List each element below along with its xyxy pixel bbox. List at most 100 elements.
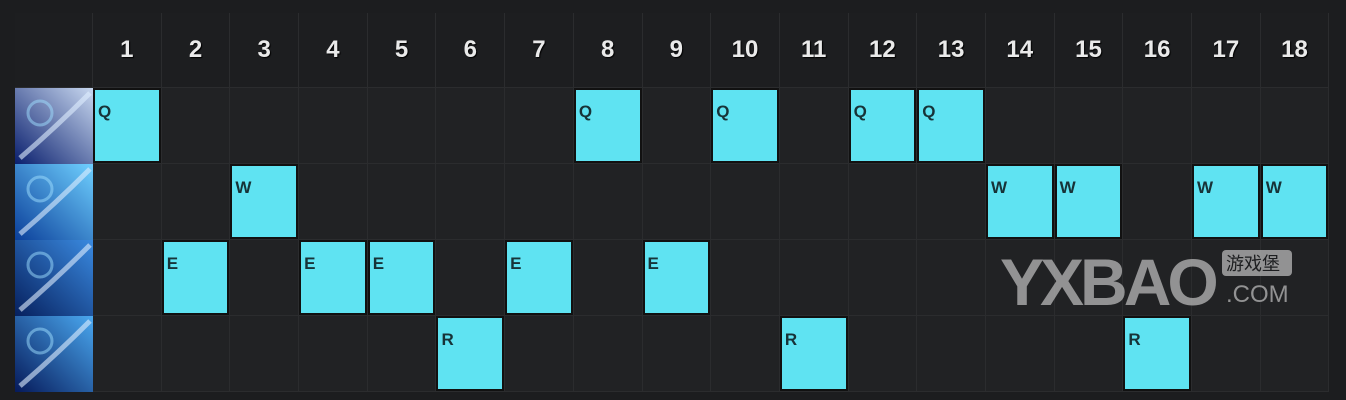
skill-level-up-e[interactable]: E [505,240,573,315]
skill-key-label: R [441,330,454,349]
skill-cell[interactable] [436,88,506,164]
skill-cell[interactable] [230,88,300,164]
skill-cell[interactable] [1054,240,1124,316]
skill-cell[interactable] [917,240,986,316]
skill-cell[interactable] [573,316,643,392]
level-header: 17 [1192,13,1261,88]
skill-cell[interactable]: E [642,240,712,316]
skill-cell[interactable] [505,316,574,392]
skill-cell[interactable] [779,88,849,164]
skill-cell[interactable] [505,164,574,240]
skill-cell[interactable] [1260,240,1330,316]
skill-cell[interactable] [779,240,849,316]
skill-cell[interactable]: W [1260,164,1330,240]
skill-cell[interactable] [1260,88,1330,164]
skill-cell[interactable] [985,240,1055,316]
skill-cell[interactable] [1260,316,1330,392]
skill-cell[interactable] [848,164,918,240]
level-header: 8 [573,13,643,88]
skill-level-up-q[interactable]: Q [573,88,642,163]
skill-level-up-q[interactable]: Q [848,88,917,163]
skill-cell[interactable]: Q [93,88,162,164]
skill-level-up-r[interactable]: R [436,316,505,391]
skill-cell[interactable]: Q [573,88,643,164]
level-header: 9 [642,13,712,88]
skill-cell[interactable] [848,240,918,316]
skill-cell[interactable] [161,164,231,240]
level-header: 2 [161,13,231,88]
skill-cell[interactable] [436,240,506,316]
level-header: 7 [505,13,574,88]
skill-cell[interactable]: Q [711,88,780,164]
skill-cell[interactable]: E [299,240,368,316]
skill-cell[interactable] [642,164,712,240]
skill-cell[interactable] [1054,316,1124,392]
level-header: 14 [985,13,1055,88]
skill-level-up-w[interactable]: W [1260,164,1329,239]
skill-cell[interactable] [230,316,300,392]
skill-level-up-w[interactable]: W [1054,164,1123,239]
skill-cell[interactable]: W [1054,164,1124,240]
skill-key-label: E [647,254,659,273]
skill-cell[interactable] [299,164,368,240]
skill-cell[interactable] [1123,88,1192,164]
skill-cell[interactable] [367,164,437,240]
corner-cell [15,13,93,88]
skill-cell[interactable] [711,164,780,240]
skill-cell[interactable] [1123,164,1192,240]
skill-cell[interactable]: W [1192,164,1261,240]
skill-cell[interactable] [848,316,918,392]
skill-cell[interactable] [985,88,1055,164]
skill-cell[interactable] [505,88,574,164]
skill-level-up-q[interactable]: Q [917,88,985,163]
skill-cell[interactable] [299,316,368,392]
skill-cell[interactable]: W [230,164,300,240]
skill-cell[interactable] [573,164,643,240]
skill-cell[interactable] [299,88,368,164]
skill-cell[interactable] [642,88,712,164]
skill-level-up-q[interactable]: Q [93,88,161,163]
skill-level-up-q[interactable]: Q [711,88,779,163]
skill-cell[interactable] [573,240,643,316]
skill-level-up-r[interactable]: R [779,316,848,391]
skill-cell[interactable] [1192,240,1261,316]
dash-ability-icon [15,240,93,316]
skill-level-up-w[interactable]: W [230,164,299,239]
skill-cell[interactable] [161,88,231,164]
skill-cell[interactable]: Q [917,88,986,164]
skill-cell[interactable] [1123,240,1192,316]
skill-cell[interactable] [93,316,162,392]
skill-cell[interactable]: E [161,240,231,316]
skill-cell[interactable]: Q [848,88,918,164]
skill-cell[interactable] [161,316,231,392]
skill-level-up-e[interactable]: E [161,240,230,315]
skill-level-up-e[interactable]: E [299,240,367,315]
skill-cell[interactable]: R [1123,316,1192,392]
skill-cell[interactable] [1192,316,1261,392]
skill-cell[interactable] [93,240,162,316]
skill-cell[interactable] [93,164,162,240]
skill-cell[interactable] [917,316,986,392]
skill-level-up-e[interactable]: E [367,240,436,315]
skill-cell[interactable] [1054,88,1124,164]
skill-cell[interactable] [985,316,1055,392]
skill-cell[interactable]: E [505,240,574,316]
skill-cell[interactable] [230,240,300,316]
skill-cell[interactable] [642,316,712,392]
skill-level-up-w[interactable]: W [985,164,1054,239]
skill-level-up-r[interactable]: R [1123,316,1191,391]
skill-level-up-e[interactable]: E [642,240,711,315]
skill-cell[interactable]: W [985,164,1055,240]
skill-cell[interactable] [779,164,849,240]
skill-cell[interactable]: R [779,316,849,392]
skill-cell[interactable] [711,240,780,316]
skill-cell[interactable] [1192,88,1261,164]
skill-cell[interactable]: R [436,316,506,392]
skill-cell[interactable] [436,164,506,240]
skill-cell[interactable] [367,316,437,392]
skill-cell[interactable] [917,164,986,240]
skill-level-up-w[interactable]: W [1192,164,1260,239]
skill-cell[interactable] [367,88,437,164]
skill-cell[interactable]: E [367,240,437,316]
skill-cell[interactable] [711,316,780,392]
